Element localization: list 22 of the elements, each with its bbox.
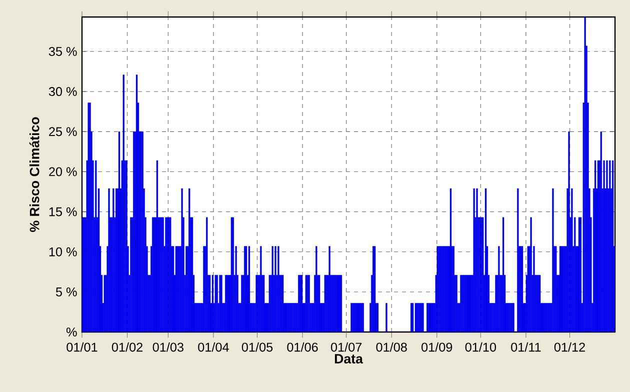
y-tick-label: 10 % <box>49 247 77 256</box>
y-axis-title: % Risco Climático <box>29 117 40 232</box>
y-tick-label: 5 % <box>56 287 77 296</box>
y-tick-label: 30 % <box>48 87 77 96</box>
y-tick-label: 35 % <box>48 46 77 56</box>
x-tick-label: 01/11 <box>511 342 541 352</box>
x-tick-label: 01/02 <box>112 342 142 352</box>
x-tick-label: 01/07 <box>330 342 362 352</box>
y-tick-label: % <box>66 328 77 336</box>
y-tick-label: 20 % <box>49 167 77 176</box>
x-tick-label: 01/12 <box>554 342 585 352</box>
x-tick-label: 01/06 <box>287 342 318 352</box>
x-tick-label: 01/05 <box>242 342 273 352</box>
x-tick-label: 01/10 <box>465 342 496 352</box>
x-tick-label: 01/03 <box>152 342 184 352</box>
y-tick-label: 15 % <box>49 207 77 216</box>
y-tick-label: 25 % <box>49 127 77 136</box>
x-tick-label: 01/09 <box>422 342 452 352</box>
x-axis-title: Data <box>334 354 364 364</box>
x-tick-label: 01/01 <box>66 342 98 352</box>
x-tick-label: 01/04 <box>198 342 229 352</box>
x-tick-label: 01/08 <box>376 342 407 352</box>
